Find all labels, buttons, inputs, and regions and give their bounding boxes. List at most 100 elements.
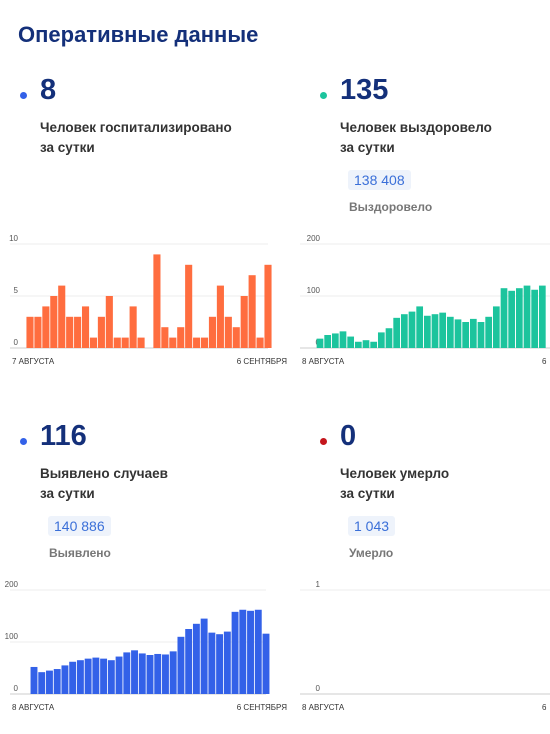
x-end-label: 6 bbox=[542, 357, 547, 366]
bar bbox=[500, 288, 508, 348]
recovered-desc-line1: Человек выздоровело bbox=[340, 120, 492, 135]
recovered-count: 135 bbox=[340, 74, 389, 106]
hospitalized-count: 8 bbox=[40, 74, 57, 106]
bar bbox=[177, 327, 185, 348]
bar bbox=[138, 653, 146, 694]
bar bbox=[231, 611, 239, 694]
bar bbox=[69, 661, 77, 694]
y-tick-label: 1 bbox=[316, 580, 321, 589]
bar bbox=[193, 337, 201, 348]
bar bbox=[477, 322, 485, 348]
bar bbox=[92, 657, 100, 694]
deaths-desc: Человек умерло за сутки bbox=[340, 464, 449, 504]
bar bbox=[121, 337, 129, 348]
bar bbox=[30, 666, 38, 694]
bar bbox=[316, 338, 324, 348]
bar bbox=[97, 316, 105, 348]
x-end-label: 6 СЕНТЯБРЯ bbox=[237, 357, 287, 366]
bar bbox=[131, 650, 138, 694]
bar bbox=[331, 333, 339, 348]
bar bbox=[61, 665, 69, 694]
bar bbox=[515, 288, 523, 348]
bar bbox=[254, 609, 262, 694]
bar bbox=[34, 316, 42, 348]
bar bbox=[42, 306, 50, 348]
bar bbox=[129, 306, 137, 348]
bar bbox=[247, 610, 254, 694]
recovered-desc-line2: за сутки bbox=[340, 140, 395, 155]
bar bbox=[370, 341, 378, 348]
y-tick-label: 0 bbox=[14, 684, 19, 693]
bar bbox=[185, 629, 193, 694]
bar bbox=[446, 316, 454, 348]
y-tick-label: 200 bbox=[307, 234, 321, 243]
bar bbox=[256, 337, 264, 348]
deaths-total-badge: 1 043 bbox=[348, 516, 396, 536]
bar bbox=[248, 275, 256, 348]
hospitalized-dot bbox=[20, 92, 27, 99]
bar bbox=[485, 316, 493, 348]
bar bbox=[377, 332, 385, 348]
y-tick-label: 5 bbox=[14, 286, 19, 295]
bar bbox=[216, 634, 224, 694]
bar bbox=[113, 337, 121, 348]
bar bbox=[324, 335, 332, 348]
x-start-label: 7 АВГУСТА bbox=[12, 357, 55, 366]
x-start-label: 8 АВГУСТА bbox=[12, 703, 55, 712]
deaths-desc-line1: Человек умерло bbox=[340, 466, 450, 481]
deaths-desc-line2: за сутки bbox=[340, 486, 395, 501]
bar bbox=[81, 306, 90, 348]
recovered-total-badge: 138 408 bbox=[348, 170, 411, 190]
deaths-total-label: Умерло bbox=[349, 546, 394, 560]
recovered-dot bbox=[320, 92, 327, 99]
bar bbox=[492, 306, 500, 348]
bar bbox=[393, 317, 401, 348]
bar bbox=[240, 296, 248, 348]
bar bbox=[89, 337, 98, 348]
deaths-count: 0 bbox=[340, 420, 357, 452]
bar bbox=[224, 316, 232, 348]
bar bbox=[538, 285, 546, 348]
bar bbox=[508, 290, 516, 348]
bar bbox=[177, 636, 185, 694]
bar bbox=[200, 618, 208, 694]
detected-count: 116 bbox=[40, 420, 87, 452]
bar bbox=[454, 319, 462, 348]
bar bbox=[200, 337, 209, 348]
deaths-dot bbox=[320, 438, 327, 445]
bar bbox=[146, 655, 154, 694]
bar bbox=[416, 306, 424, 348]
bar bbox=[162, 654, 169, 694]
bar bbox=[223, 631, 231, 694]
detected-total-label: Выявлено bbox=[49, 546, 111, 560]
bar bbox=[216, 285, 224, 348]
y-tick-label: 0 bbox=[316, 684, 321, 693]
bar bbox=[161, 327, 169, 348]
bar bbox=[100, 658, 108, 694]
bar bbox=[123, 652, 131, 694]
y-tick-label: 0 bbox=[14, 338, 19, 347]
bar bbox=[58, 285, 66, 348]
bar bbox=[354, 341, 362, 348]
recovered-total-label: Выздоровело bbox=[349, 200, 433, 214]
bar bbox=[208, 316, 217, 348]
bar bbox=[362, 340, 370, 348]
bar bbox=[137, 337, 145, 348]
bar bbox=[264, 264, 272, 348]
bar bbox=[347, 336, 355, 348]
bar bbox=[208, 632, 216, 694]
bar bbox=[232, 327, 240, 348]
detected-dot bbox=[20, 438, 27, 445]
bar bbox=[53, 669, 61, 694]
bar bbox=[74, 316, 82, 348]
detected-chart: 0 100 200 8 АВГУСТА 6 СЕНТЯБРЯ bbox=[5, 580, 288, 712]
page-title: Оперативные данные bbox=[18, 22, 259, 47]
bar bbox=[523, 285, 531, 348]
bar bbox=[115, 656, 123, 694]
detected-desc: Выявлено случаев за сутки bbox=[40, 464, 168, 504]
bar bbox=[431, 314, 439, 348]
bar bbox=[26, 316, 34, 348]
y-tick-label: 100 bbox=[5, 632, 19, 641]
bar bbox=[76, 660, 84, 694]
